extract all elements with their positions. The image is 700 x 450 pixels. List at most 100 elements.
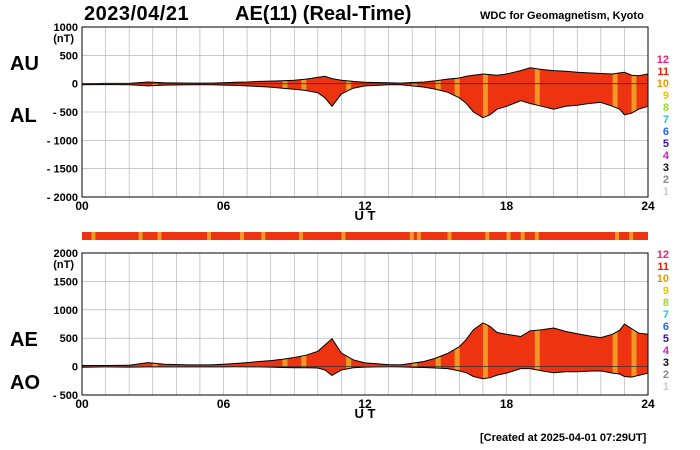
coverage-bar-partial-segment <box>206 232 211 240</box>
x-tick-label: 12 <box>358 199 372 213</box>
panel-ae-ao <box>81 252 649 396</box>
ylabel-ae: AE <box>10 329 38 351</box>
y-tick-label: 1000 <box>54 22 78 34</box>
station-count-6: 6 <box>663 126 669 138</box>
station-count-2: 2 <box>663 174 669 186</box>
y-tick-label: 0 <box>72 79 78 91</box>
y-tick-label: 0 <box>72 362 78 374</box>
y-tick-label: 1500 <box>54 276 78 288</box>
units-label: (nT) <box>53 259 74 271</box>
partial-coverage-stripe <box>435 322 441 379</box>
coverage-bar-partial-segment <box>614 232 619 240</box>
partial-coverage-stripe <box>282 322 288 379</box>
plot-frame <box>81 26 649 198</box>
y-tick-label: - 500 <box>53 390 78 402</box>
y-tick-label: - 500 <box>53 107 78 119</box>
partial-coverage-stripe <box>631 67 637 118</box>
y-tick-label: - 1000 <box>47 135 78 147</box>
x-tick-label: 00 <box>75 199 89 213</box>
units-label: (nT) <box>53 33 74 45</box>
station-count-6: 6 <box>663 321 669 333</box>
station-count-9: 9 <box>663 285 669 297</box>
x-tick-label: 18 <box>500 199 514 213</box>
series-line-au <box>81 67 649 85</box>
created-timestamp: [Created at 2025-04-01 07:29UT] <box>480 432 647 444</box>
x-tick-label: 06 <box>217 397 231 411</box>
partial-coverage-stripe <box>612 67 618 118</box>
station-count-12: 12 <box>657 54 669 66</box>
coverage-bar-partial-segment <box>298 232 303 240</box>
coverage-bar-partial-segment <box>240 232 245 240</box>
coverage-bar-partial-segment <box>138 232 143 240</box>
area-ae-ao <box>82 322 648 379</box>
coverage-bar-partial-segment <box>534 232 539 240</box>
station-count-3: 3 <box>663 357 669 369</box>
coverage-bar-partial-segment <box>91 232 96 240</box>
series-line-ae <box>82 322 649 366</box>
partial-coverage-stripe <box>534 322 540 379</box>
station-count-11: 11 <box>657 261 669 273</box>
x-tick-label: 18 <box>500 397 514 411</box>
station-count-12: 12 <box>657 249 669 261</box>
coverage-bar-partial-segment <box>485 232 490 240</box>
area-au-al <box>82 67 648 118</box>
station-count-2: 2 <box>663 369 669 381</box>
station-coverage-bar <box>82 232 648 240</box>
partial-coverage-stripe <box>482 67 488 118</box>
station-count-8: 8 <box>663 297 669 309</box>
station-count-10: 10 <box>657 78 669 90</box>
y-tick-label: 500 <box>60 50 78 62</box>
y-tick-label: 2000 <box>54 248 78 260</box>
partial-coverage-stripe <box>482 322 488 379</box>
station-count-3: 3 <box>663 162 669 174</box>
y-tick-label: 500 <box>60 333 78 345</box>
x-tick-label: 12 <box>358 397 372 411</box>
partial-coverage-stripe <box>412 322 418 379</box>
station-count-1: 1 <box>663 186 669 198</box>
series-line-al <box>81 83 649 119</box>
partial-coverage-stripe <box>454 67 460 118</box>
plot-frame <box>81 252 649 396</box>
x-axis-label: U T <box>355 406 376 421</box>
coverage-bar-partial-segment <box>409 232 414 240</box>
coverage-bar-partial-segment <box>447 232 452 240</box>
y-tick-label: 1000 <box>54 305 78 317</box>
x-tick-label: 24 <box>641 397 655 411</box>
x-axis-label: U T <box>355 208 376 223</box>
station-count-1: 1 <box>663 381 669 393</box>
date-label: 2023/04/21 <box>84 3 190 25</box>
coverage-bar-partial-segment <box>341 232 346 240</box>
station-count-9: 9 <box>663 90 669 102</box>
coverage-bar-partial-segment <box>506 232 511 240</box>
partial-coverage-stripe <box>612 322 618 379</box>
y-tick-label: - 1500 <box>47 164 78 176</box>
station-count-7: 7 <box>663 309 669 321</box>
station-count-5: 5 <box>663 138 669 150</box>
panel-au-al <box>81 26 649 198</box>
y-tick-label: - 2000 <box>47 192 78 204</box>
coverage-bar-partial-segment <box>416 232 421 240</box>
partial-coverage-stripe <box>454 322 460 379</box>
partial-coverage-stripe <box>152 322 158 379</box>
partial-coverage-stripe <box>631 322 637 379</box>
coverage-bar-partial-segment <box>520 232 525 240</box>
x-tick-label: 24 <box>641 199 655 213</box>
x-tick-label: 06 <box>217 199 231 213</box>
ylabel-al: AL <box>10 105 37 127</box>
station-count-4: 4 <box>663 150 670 162</box>
partial-coverage-stripe <box>301 322 307 379</box>
partial-coverage-stripe <box>534 67 540 118</box>
x-tick-label: 00 <box>75 397 89 411</box>
station-count-5: 5 <box>663 333 669 345</box>
credit-label: WDC for Geomagnetism, Kyoto <box>480 10 644 22</box>
station-count-10: 10 <box>657 273 669 285</box>
ylabel-ao: AO <box>10 372 40 394</box>
station-count-7: 7 <box>663 114 669 126</box>
coverage-bar-partial-segment <box>157 232 162 240</box>
station-count-11: 11 <box>657 66 669 78</box>
station-count-4: 4 <box>663 345 670 357</box>
coverage-bar-partial-segment <box>261 232 266 240</box>
station-count-8: 8 <box>663 102 669 114</box>
